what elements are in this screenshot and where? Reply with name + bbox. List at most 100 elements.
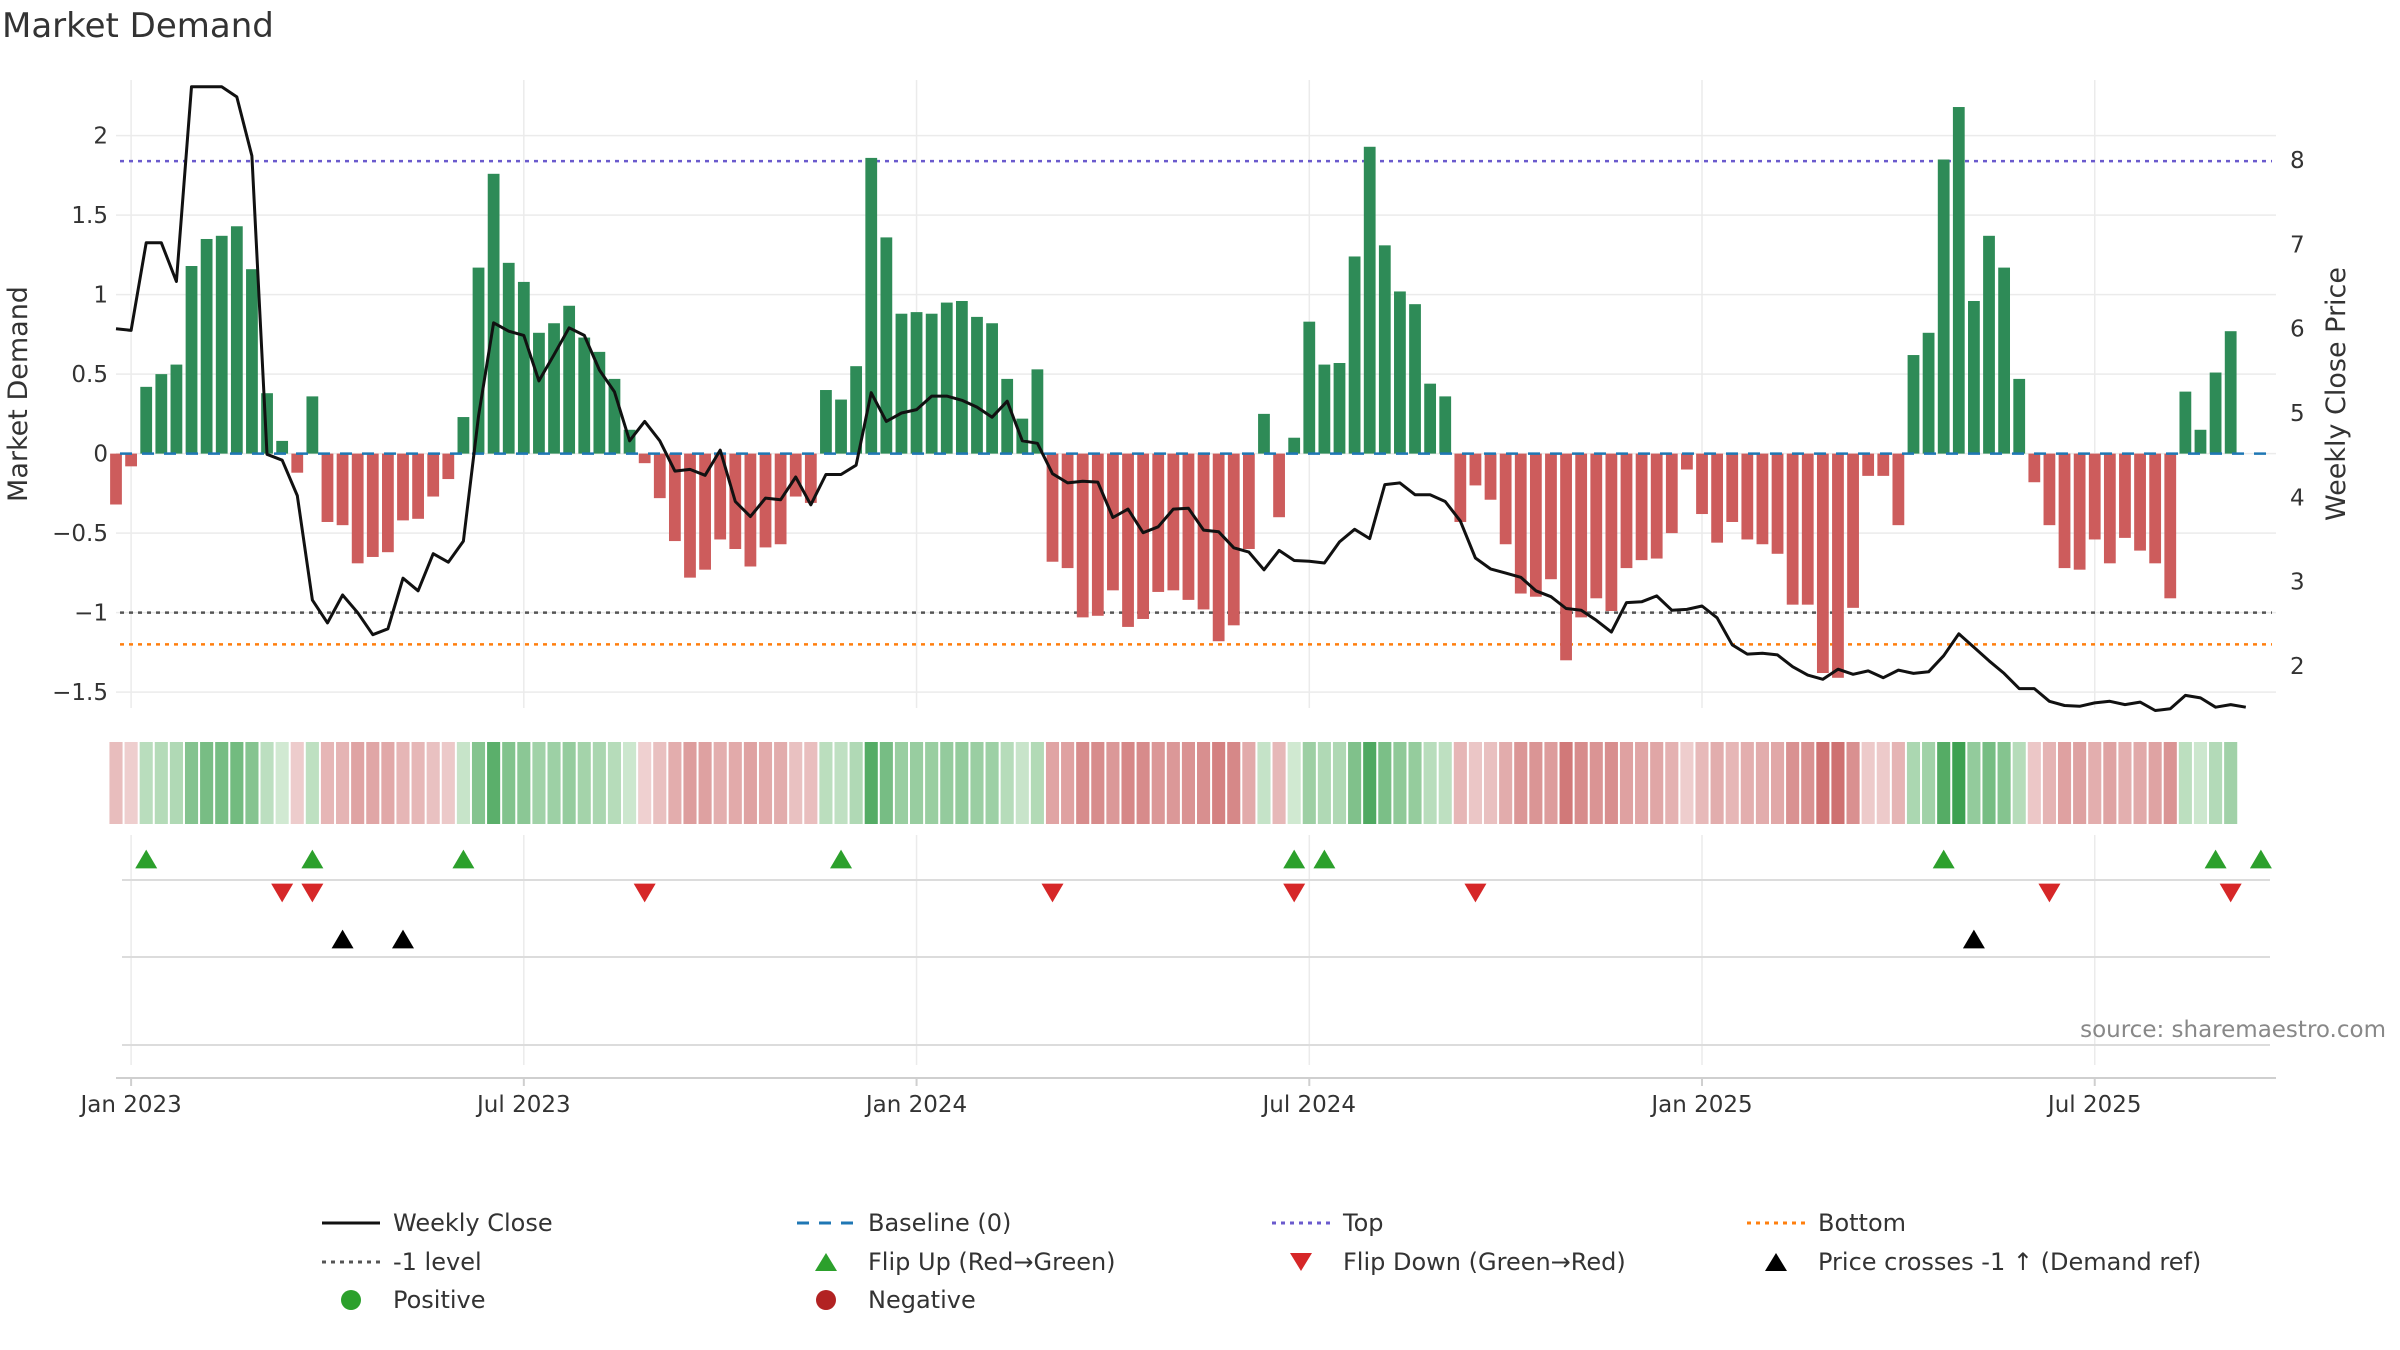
heat-strip-cell	[2209, 742, 2223, 824]
heat-strip-cell	[638, 742, 652, 824]
demand-bar	[2119, 453, 2131, 538]
heat-strip-cell	[698, 742, 712, 824]
demand-bar	[2164, 453, 2177, 599]
legend-item: -1 level	[322, 1248, 482, 1276]
legend-label: Bottom	[1818, 1209, 1906, 1237]
heat-strip-cell	[758, 742, 773, 824]
demand-bar	[2134, 453, 2146, 551]
flip-down-marker	[1464, 883, 1487, 903]
demand-bar	[457, 417, 470, 454]
demand-bar	[1122, 453, 1134, 627]
demand-bar	[1061, 453, 1074, 569]
heat-strip-cell	[1378, 742, 1392, 824]
heat-strip-cell	[1408, 742, 1422, 824]
heat-strip-cell	[2012, 742, 2026, 824]
heat-strip-cell	[517, 742, 531, 824]
heat-strip-cell	[547, 742, 561, 824]
demand-bar	[427, 453, 440, 497]
legend-swatch	[815, 1253, 837, 1271]
y2-tick-label: 6	[2290, 317, 2305, 343]
heat-strip-cell	[1801, 742, 1815, 824]
demand-bar	[2058, 453, 2071, 569]
flip-up-marker	[1283, 849, 1306, 869]
demand-bar	[668, 453, 681, 542]
heat-strip-cell	[2057, 742, 2072, 824]
demand-bar	[351, 453, 364, 564]
demand-bar	[1937, 159, 1950, 454]
demand-bar	[744, 453, 757, 567]
demand-bar	[1529, 453, 1542, 597]
heat-strip-cell	[1514, 742, 1528, 824]
heat-strip-cell	[200, 742, 214, 824]
legend-label: Positive	[393, 1286, 486, 1314]
legend-item: Baseline (0)	[797, 1209, 1011, 1237]
heat-strip-cell	[879, 742, 893, 824]
heat-strip-cell	[320, 742, 335, 824]
heat-strip-cell	[1604, 742, 1618, 824]
heat-strip-cell	[955, 742, 969, 824]
heat-strip-cell	[1891, 742, 1905, 824]
demand-bar	[1227, 453, 1240, 626]
y2-tick-label: 5	[2290, 401, 2305, 427]
demand-bar	[321, 453, 334, 522]
legend-item: Bottom	[1747, 1209, 1906, 1237]
heat-strip-cell	[894, 742, 909, 824]
heat-strip-cell	[154, 742, 168, 824]
demand-bar	[1167, 453, 1180, 591]
demand-bar	[865, 157, 878, 454]
heat-strip-cell	[2042, 742, 2056, 824]
heat-strip-cell	[532, 742, 546, 824]
demand-bar	[155, 374, 168, 454]
heat-strip-cell	[1332, 742, 1347, 824]
heat-strip-cell	[1665, 742, 1679, 824]
x-tick-label: Jan 2024	[864, 1092, 967, 1118]
demand-bar	[2149, 453, 2162, 564]
heat-strip-cell	[305, 742, 319, 824]
demand-bar	[1469, 453, 1482, 486]
heat-strip-cell	[124, 742, 138, 824]
heat-strip-cell	[1121, 742, 1135, 824]
heat-strip-cell	[1725, 742, 1739, 824]
flip-up-marker	[1932, 849, 1955, 869]
heat-strip-cell	[1197, 742, 1211, 824]
demand-bar	[2103, 453, 2116, 564]
heat-strip-cell	[1861, 742, 1875, 824]
heat-strip-cell	[728, 742, 742, 824]
demand-bar	[2209, 372, 2222, 454]
y2-tick-label: 7	[2290, 232, 2305, 258]
demand-bar	[1001, 378, 1014, 454]
legend-item: Price crosses -1 ↑ (Demand ref)	[1765, 1248, 2201, 1276]
demand-bar	[850, 366, 863, 454]
heat-strip-cell	[1710, 742, 1724, 824]
demand-bar	[215, 235, 228, 454]
demand-bar	[170, 364, 183, 454]
y-tick-label: −0.5	[52, 521, 108, 547]
heat-strip-cell	[290, 742, 304, 824]
flip-down-marker	[2038, 883, 2061, 903]
demand-bar	[1242, 453, 1255, 550]
demand-bar	[110, 453, 122, 505]
heat-strip-cell	[653, 742, 667, 824]
legend-label: Price crosses -1 ↑ (Demand ref)	[1818, 1248, 2201, 1276]
demand-bar	[1771, 453, 1784, 554]
demand-bar	[2028, 453, 2041, 483]
y2-tick-label: 3	[2290, 570, 2305, 596]
heat-strip-cell	[910, 742, 924, 824]
demand-bar	[1273, 453, 1285, 518]
demand-bar	[1756, 453, 1769, 545]
demand-bar	[381, 453, 394, 553]
demand-bar	[2043, 453, 2056, 526]
demand-bar	[533, 332, 545, 454]
demand-bar	[1152, 453, 1165, 592]
demand-bar	[2073, 453, 2086, 570]
heat-strip-cell	[1770, 742, 1785, 824]
y2-axis-label: Weekly Close Price	[2321, 267, 2352, 521]
demand-bar	[1922, 332, 1935, 454]
demand-bar	[1952, 107, 1965, 454]
heat-strip-cell	[774, 742, 788, 824]
heat-strip-cell	[819, 742, 833, 824]
demand-bar	[653, 453, 666, 499]
heat-strip-cell	[1529, 742, 1543, 824]
legend-label: Top	[1342, 1209, 1384, 1237]
demand-bar	[1620, 453, 1633, 569]
